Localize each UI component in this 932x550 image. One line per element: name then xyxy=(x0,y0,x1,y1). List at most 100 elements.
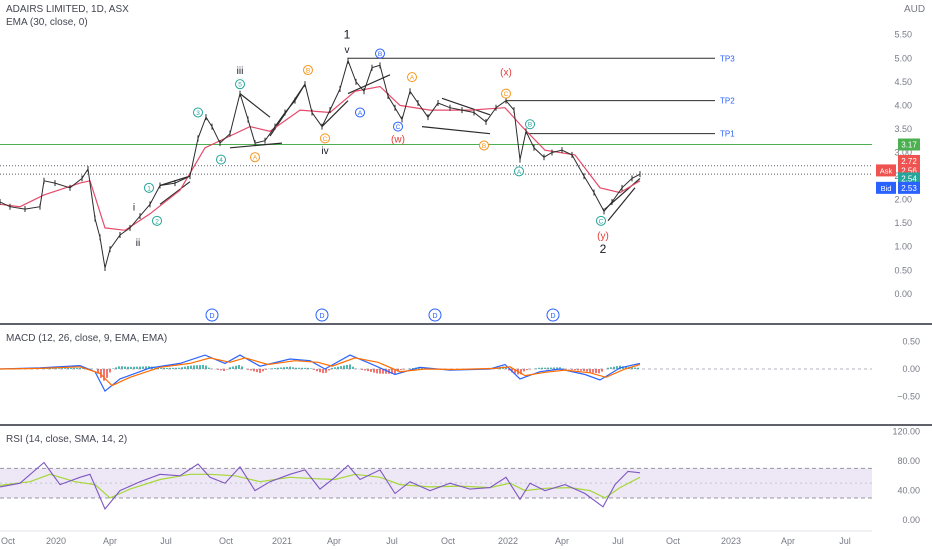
price-tick-label: 4.00 xyxy=(894,100,912,110)
wave-label: B xyxy=(306,68,310,75)
time-tick-label: 2020 xyxy=(46,536,66,546)
wave-label: iv xyxy=(321,146,328,157)
dividend-label: D xyxy=(550,313,555,320)
wave-label: B xyxy=(482,143,486,150)
wave-label: 2 xyxy=(600,242,607,256)
wave-label: 3 xyxy=(196,110,200,117)
price-tag-box xyxy=(898,172,920,185)
currency-label: AUD xyxy=(904,4,926,15)
dividend-label: D xyxy=(209,313,214,320)
wave-marker xyxy=(144,182,154,193)
drawing-line xyxy=(159,181,191,205)
wave-label: C xyxy=(504,91,509,98)
drawing-line xyxy=(441,97,491,116)
wave-label: (x) xyxy=(500,67,512,78)
rsi-legend: RSI (14, close, SMA, 14, 2) xyxy=(6,434,128,445)
price-tag-prefix: Bid xyxy=(881,184,892,193)
price-tag-value: 2.72 xyxy=(901,157,917,166)
price-tag-box xyxy=(898,181,920,194)
wave-label: B xyxy=(378,51,382,58)
wave-label: A xyxy=(253,155,258,162)
wave-marker xyxy=(596,215,606,226)
wave-label: 1 xyxy=(147,185,151,192)
wave-marker xyxy=(235,79,245,90)
wave-label: 2 xyxy=(155,218,159,225)
time-tick-label: Apr xyxy=(555,536,569,546)
wave-label: 5 xyxy=(238,82,242,89)
ema-legend: EMA (30, close, 0) xyxy=(6,17,88,28)
wave-label: (y) xyxy=(597,231,609,242)
price-line xyxy=(0,59,641,269)
price-tick-label: 5.50 xyxy=(894,30,912,40)
wave-label: iii xyxy=(237,66,244,77)
price-tag-value: 3.17 xyxy=(901,140,917,149)
wave-marker xyxy=(152,215,162,226)
wave-marker xyxy=(355,107,365,118)
time-tick-label: Oct xyxy=(666,536,681,546)
price-tag-value: 2.53 xyxy=(901,184,917,193)
time-tick-label: 2023 xyxy=(721,536,741,546)
price-tick-label: 0.50 xyxy=(894,265,912,275)
time-tick-label: 2022 xyxy=(498,536,518,546)
macd-tick-label: 0.50 xyxy=(902,336,920,346)
wave-marker xyxy=(501,88,511,99)
drawing-line xyxy=(239,93,271,118)
price-tick-label: 4.50 xyxy=(894,77,912,87)
macd-legend: MACD (12, 26, close, 9, EMA, EMA) xyxy=(6,333,168,344)
dividend-label: D xyxy=(432,313,437,320)
wave-marker xyxy=(514,166,524,177)
drawing-line xyxy=(607,187,636,222)
dividend-marker xyxy=(546,308,560,322)
symbol-title: ADAIRS LIMITED, 1D, ASX xyxy=(6,4,129,15)
wave-label: i xyxy=(133,203,135,214)
wave-marker xyxy=(193,107,203,118)
wave-marker xyxy=(479,140,489,151)
price-tick-label: 2.00 xyxy=(894,195,912,205)
drawing-line xyxy=(321,100,349,128)
price-tick-label: 5.00 xyxy=(894,53,912,63)
rsi-tick-label: 40.00 xyxy=(897,486,920,496)
dividend-label: D xyxy=(319,313,324,320)
time-tick-label: 2021 xyxy=(272,536,292,546)
wave-marker xyxy=(525,119,535,130)
time-tick-label: Oct xyxy=(1,536,16,546)
wave-marker xyxy=(216,154,226,165)
wave-marker xyxy=(303,65,313,76)
rsi-tick-label: 120.00 xyxy=(892,426,920,436)
time-tick-label: Jul xyxy=(160,536,172,546)
rsi-line xyxy=(0,461,641,511)
price-tick-label: 3.50 xyxy=(894,124,912,134)
wave-label: B xyxy=(528,122,532,129)
macd-tick-label: −0.50 xyxy=(897,392,920,402)
wave-marker xyxy=(250,152,260,163)
time-tick-label: Jul xyxy=(839,536,851,546)
drawing-line xyxy=(421,126,491,135)
dividend-marker xyxy=(428,308,442,322)
price-tag-value: 2.56 xyxy=(901,166,917,175)
dividend-marker xyxy=(205,308,219,322)
target-level-label: TP1 xyxy=(720,130,735,139)
wave-marker xyxy=(393,121,403,132)
price-tick-label: 3.00 xyxy=(894,148,912,158)
wave-label: ii xyxy=(136,238,140,249)
time-tick-label: Apr xyxy=(781,536,795,546)
wave-label: v xyxy=(345,45,350,56)
drawing-line xyxy=(229,142,283,149)
target-level-label: TP2 xyxy=(720,97,735,106)
price-tag-prefix-box xyxy=(876,164,896,177)
price-tag-box xyxy=(898,154,920,167)
wave-label: 4 xyxy=(219,157,223,164)
price-tag-box xyxy=(898,138,920,151)
time-tick-label: Oct xyxy=(441,536,456,546)
price-tag-prefix-box xyxy=(876,181,896,194)
wave-label: C xyxy=(599,218,604,225)
wave-label: 1 xyxy=(344,28,351,42)
wave-label: C xyxy=(396,124,401,131)
signal-line xyxy=(0,357,641,387)
time-tick-label: Apr xyxy=(103,536,117,546)
wave-label: A xyxy=(358,110,363,117)
dividend-marker xyxy=(315,308,329,322)
price-tag-prefix: Ask xyxy=(880,166,893,175)
